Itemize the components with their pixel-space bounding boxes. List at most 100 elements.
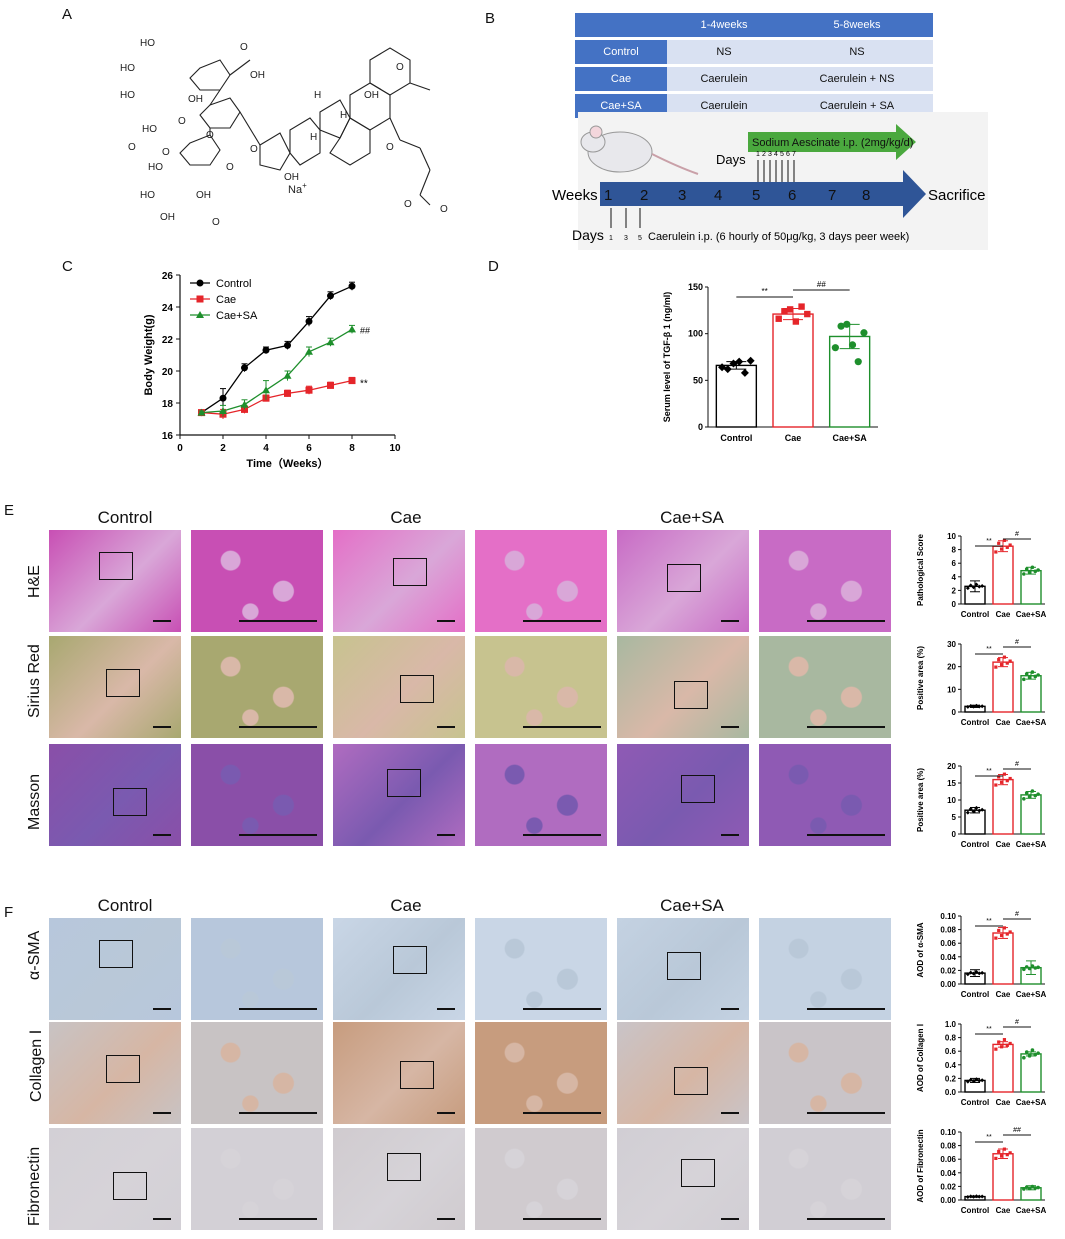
data-point (1030, 789, 1035, 793)
chem-label: O (250, 144, 258, 155)
scale-bar (153, 1218, 171, 1220)
zoom-region-box (387, 769, 421, 797)
y-tick-label: 24 (162, 303, 174, 314)
histology-image (191, 636, 323, 738)
day-number: 3 (768, 151, 772, 158)
chem-label: OH (196, 190, 211, 201)
data-point (994, 665, 998, 669)
significance-label: # (1015, 639, 1019, 646)
chem-label: O (396, 62, 404, 73)
data-point (977, 584, 982, 589)
category-label: Control (961, 718, 989, 727)
data-point (971, 1194, 976, 1199)
histology-image (475, 1022, 607, 1124)
data-point (284, 389, 291, 397)
histology-image (333, 744, 465, 846)
histology-image (617, 1128, 749, 1230)
x-tick-label: 8 (349, 443, 355, 454)
f-row-header: α-SMA (26, 930, 43, 980)
scale-bar (807, 726, 885, 728)
y-tick-label: 0 (698, 422, 703, 432)
histology-image (191, 744, 323, 846)
histology-image (191, 530, 323, 632)
table-header-cell (575, 13, 667, 37)
histology-image (191, 1022, 323, 1124)
chem-label: O (128, 142, 136, 153)
x-tick-label: 10 (389, 443, 401, 454)
timeline-diagram: Sodium Aescinate i.p. (2mg/kg/d) Days 1 … (552, 112, 988, 250)
data-point (729, 359, 738, 368)
data-point (1005, 1153, 1009, 1157)
scale-bar (153, 1112, 171, 1114)
data-point (999, 780, 1004, 784)
table-cell: NS (781, 40, 933, 64)
histology-image (475, 636, 607, 738)
table-header-cell: 1-4weeks (667, 13, 781, 37)
y-tick-label: 30 (947, 640, 956, 649)
data-point (1033, 674, 1038, 679)
data-point (1024, 1185, 1029, 1189)
histology-image (759, 1022, 891, 1124)
histology-image (333, 1128, 465, 1230)
data-point (1008, 930, 1012, 934)
chem-label: O (178, 116, 186, 127)
day-number: 5 (638, 235, 642, 242)
category-label: Cae (996, 840, 1011, 849)
data-point (994, 550, 998, 554)
y-tick-label: 0.10 (940, 912, 956, 921)
y-tick-label: 5 (952, 813, 957, 822)
chem-label: O (404, 199, 412, 210)
data-point (1022, 1055, 1026, 1060)
y-tick-label: 26 (162, 271, 174, 282)
data-point (965, 972, 970, 977)
data-point (994, 1156, 998, 1160)
data-point (1033, 793, 1038, 798)
data-point (792, 318, 800, 325)
chem-label: O (240, 42, 248, 53)
zoom-region-box (681, 1159, 715, 1187)
data-point (798, 303, 805, 310)
data-point (1022, 967, 1026, 972)
y-axis-label: Serum level of TGF-β 1 (ng/ml) (662, 292, 672, 423)
scale-bar (239, 1008, 317, 1010)
scale-bar (437, 620, 455, 622)
data-point (1005, 932, 1009, 936)
quantification-bar-chart: 0.00 0.02 0.04 0.06 0.08 0.10 AOD of α-SMA Cont… (916, 911, 1047, 999)
day-number: 2 (762, 151, 766, 158)
data-point (1036, 1051, 1040, 1055)
data-point (1022, 797, 1026, 801)
scale-bar (153, 1008, 171, 1010)
scale-bar (721, 1112, 739, 1114)
data-point (965, 704, 970, 709)
chem-label: O (386, 142, 394, 153)
day-number: 6 (786, 151, 790, 158)
sodium-label: Na+ (288, 181, 307, 196)
scale-bar (721, 1218, 739, 1220)
significance-label: ** (986, 646, 992, 653)
data-point (746, 356, 755, 365)
chem-label: O (440, 204, 448, 215)
y-tick-label: 0.8 (945, 1034, 957, 1043)
data-point (971, 971, 976, 976)
category-label: Control (720, 433, 752, 443)
data-point (1005, 779, 1009, 783)
category-label: Cae+SA (1016, 990, 1047, 999)
data-point (327, 292, 334, 300)
zoom-region-box (400, 675, 434, 703)
panel-label-d: D (488, 258, 499, 275)
day-number: 1 (609, 235, 613, 242)
chem-label: OH (284, 172, 299, 183)
data-point (974, 970, 979, 975)
y-tick-label: 150 (688, 282, 703, 292)
data-point (971, 809, 976, 814)
data-point (1036, 965, 1040, 970)
data-point (240, 400, 249, 408)
bar (715, 364, 758, 428)
e-column-header: Control (97, 508, 153, 527)
histology-image (617, 530, 749, 632)
data-point (723, 365, 732, 374)
data-point (1027, 795, 1032, 799)
data-point (1036, 673, 1040, 677)
data-point (1002, 772, 1007, 776)
f-column-header: Control (97, 896, 153, 915)
